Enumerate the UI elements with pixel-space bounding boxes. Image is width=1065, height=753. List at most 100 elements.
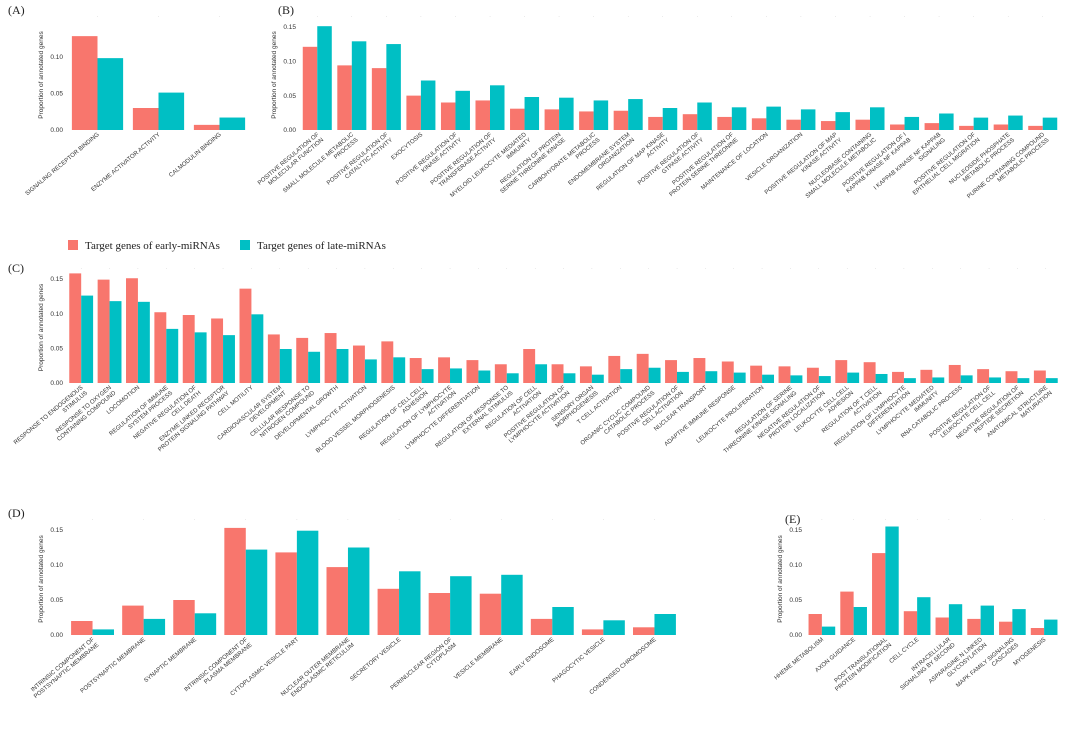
significance-mark: ·	[1017, 266, 1018, 271]
bar-early	[999, 621, 1013, 635]
significance-mark: ·	[800, 14, 801, 19]
y-tick-label: 0.10	[50, 562, 63, 569]
significance-mark: ·	[733, 266, 734, 271]
bar-late	[251, 314, 264, 383]
bar-late	[603, 620, 625, 635]
bar-late	[450, 576, 472, 635]
bar-late	[563, 373, 576, 383]
significance-mark: ·	[524, 14, 525, 19]
significance-mark: ·	[766, 14, 767, 19]
bar-early	[920, 369, 933, 383]
bar-late	[223, 335, 235, 383]
significance-mark: ·	[421, 266, 422, 271]
significance-mark: ·	[821, 517, 822, 522]
significance-mark: ·	[960, 266, 961, 271]
bar-early	[154, 312, 167, 383]
bar-early	[648, 116, 663, 130]
x-category-label: PERINUCLEAR REGION OFCYTOPLASM	[390, 637, 458, 697]
bar-early	[935, 617, 949, 635]
bar-late	[620, 369, 633, 383]
y-tick-label: 0.00	[789, 632, 802, 639]
y-tick-label: 0.00	[50, 127, 63, 134]
bar-late	[393, 357, 406, 383]
bar-late	[904, 116, 920, 130]
significance-mark: ·	[109, 266, 110, 271]
bar-late	[875, 373, 888, 383]
bar-late	[421, 369, 434, 383]
bar-early	[544, 109, 560, 130]
significance-mark: ·	[790, 266, 791, 271]
x-category-label: POST TRANSLATIONALPROTEIN MODIFICATION	[830, 637, 894, 693]
significance-mark: ·	[697, 14, 698, 19]
bar-late	[450, 368, 462, 383]
bar-early	[1028, 125, 1043, 130]
significance-mark: ·	[449, 266, 450, 271]
x-category-label: POSITIVE REGULATION OFCATALYTIC ACTIVITY	[326, 132, 394, 192]
bar-early	[863, 362, 876, 383]
significance-mark: ·	[662, 14, 663, 19]
bar-early	[721, 361, 734, 383]
bar-early	[302, 46, 318, 130]
bar-late	[506, 373, 519, 383]
bar-early	[296, 337, 309, 383]
significance-mark: ·	[558, 14, 559, 19]
significance-mark: ·	[317, 14, 318, 19]
bar-late	[870, 107, 885, 130]
bar-late	[194, 332, 207, 383]
bar-early	[409, 358, 422, 383]
bar-late	[97, 58, 124, 131]
bar-early	[71, 621, 93, 635]
bar-late	[1012, 609, 1026, 635]
significance-mark: ·	[593, 14, 594, 19]
chart-panel-3: (C) Proportion of annotated genes 0.00 0.05…	[8, 261, 1058, 455]
significance-mark: ·	[194, 266, 195, 271]
bar-early	[530, 618, 553, 635]
bar-late	[1008, 115, 1023, 130]
bar-early	[479, 593, 502, 635]
bar-early	[275, 552, 297, 635]
bar-early	[510, 108, 525, 130]
x-category-label: MYOGENESIS	[1013, 637, 1048, 668]
y-axis-label: Proportion of annotated genes	[38, 31, 45, 119]
significance-mark: ·	[654, 517, 655, 522]
bar-late	[762, 374, 775, 383]
bar-late	[478, 370, 491, 383]
significance-mark: ·	[847, 266, 848, 271]
bar-early	[377, 588, 400, 635]
bar-late	[455, 90, 470, 130]
bar-early	[71, 36, 98, 131]
bar-late	[490, 85, 505, 130]
bar-early	[352, 345, 365, 383]
bar-late	[1042, 117, 1058, 130]
bar-early	[193, 124, 220, 130]
bar-early	[665, 360, 677, 383]
bar-early	[855, 119, 870, 130]
bar-early	[132, 108, 159, 130]
significance-mark: ·	[932, 266, 933, 271]
bar-early	[633, 627, 655, 635]
bar-early	[494, 364, 507, 383]
significance-mark: ·	[296, 517, 297, 522]
bar-early	[778, 366, 791, 383]
bar-late	[628, 99, 643, 130]
significance-mark: ·	[676, 266, 677, 271]
panel-label: (C)	[8, 261, 24, 275]
bar-early	[1030, 628, 1045, 635]
bar-late	[705, 371, 718, 383]
significance-mark: ·	[853, 517, 854, 522]
bar-late	[903, 378, 916, 383]
bar-late	[917, 597, 931, 635]
legend-swatch-late	[240, 240, 250, 250]
bar-early	[890, 124, 905, 130]
legend-swatch-early	[68, 240, 78, 250]
significance-mark: ·	[885, 517, 886, 522]
bar-early	[122, 605, 144, 635]
significance-mark: ·	[137, 266, 138, 271]
significance-mark: ·	[364, 266, 365, 271]
x-category-label: EXOCYTOSIS	[391, 132, 425, 162]
bar-early	[381, 341, 394, 383]
bar-early	[948, 364, 961, 383]
bar-early	[786, 119, 801, 130]
x-category-label: SYNAPTIC MEMBRANE	[143, 637, 198, 684]
